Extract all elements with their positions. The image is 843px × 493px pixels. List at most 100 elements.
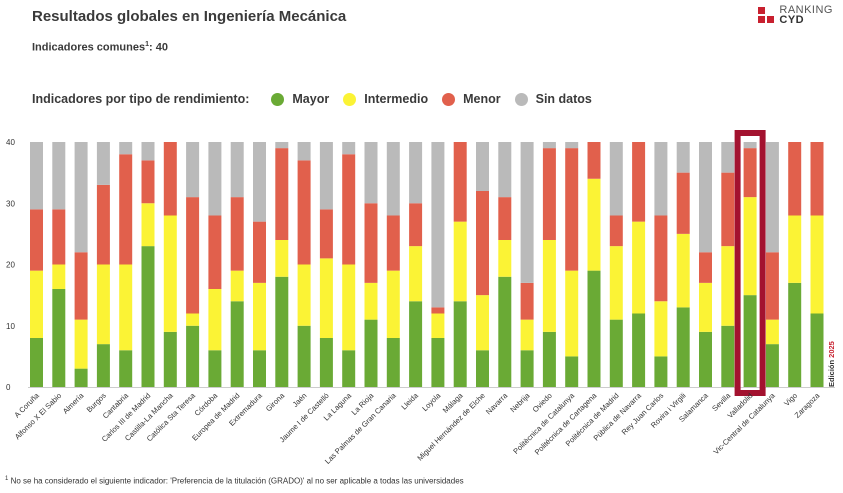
logo-line-2: CYD [779, 14, 805, 26]
legend-dot-icon [442, 92, 456, 106]
bar-segment-intermedio [654, 301, 668, 357]
bar-segment-intermedio [565, 270, 579, 357]
footnote-mark: 1 [5, 476, 9, 482]
y-tick-label: 30 [6, 199, 15, 208]
category-label: Loyola [420, 390, 443, 413]
bar-segment-sin-datos [743, 142, 757, 149]
bar-segment-menor [609, 215, 623, 247]
bar-segment-intermedio [253, 282, 266, 351]
category-label: Vigo [782, 391, 799, 408]
bar-segment-mayor [676, 307, 690, 387]
bar-segment-sin-datos [765, 142, 779, 253]
bar-segment-sin-datos [208, 142, 222, 216]
bar-segment-sin-datos [364, 142, 378, 204]
bar-segment-intermedio [230, 270, 244, 302]
bar-segment-intermedio [74, 319, 88, 369]
bar-segment-sin-datos [699, 142, 712, 253]
y-tick-label: 10 [6, 322, 15, 331]
bar-segment-intermedio [476, 295, 489, 351]
bar-segment-menor [520, 282, 534, 320]
category-label: Girona [264, 390, 287, 413]
y-tick-label: 40 [6, 138, 15, 147]
bar-segment-mayor [498, 276, 512, 387]
bar-segment-menor [96, 184, 110, 265]
bar-segment-menor [319, 209, 333, 259]
bar-segment-menor [721, 172, 735, 247]
bar-segment-menor [676, 172, 690, 234]
bar-segment-intermedio [163, 215, 177, 332]
bar-segment-sin-datos [253, 142, 266, 222]
highlight-frame [734, 130, 766, 396]
bar-segment-menor [632, 142, 646, 222]
legend-dot-icon [514, 92, 528, 106]
bar-segment-mayor [253, 350, 266, 387]
bar-segment-menor [30, 209, 43, 271]
bar-segment-mayor [654, 356, 668, 387]
category-label: Jaén [291, 391, 309, 409]
bar-segment-intermedio [587, 178, 601, 271]
bar-segment-mayor [520, 350, 534, 387]
legend-item-label: Menor [463, 92, 501, 106]
bar-segment-sin-datos [52, 142, 66, 210]
bar-segment-mayor [96, 344, 110, 387]
logo-line-1: RANKING [779, 4, 833, 16]
bar-segment-mayor [342, 350, 356, 387]
edition-label: Edición 2025 [827, 341, 836, 387]
bar-segment-menor [587, 142, 601, 179]
bar-segment-menor [342, 154, 356, 265]
bar-segment-mayor [319, 338, 333, 387]
subtitle-value: : 40 [149, 41, 168, 54]
bar-segment-sin-datos [96, 142, 110, 185]
bar-segment-mayor [275, 276, 289, 387]
bar-segment-menor [743, 148, 757, 198]
bar-segment-mayor [208, 350, 222, 387]
bar-segment-mayor [565, 356, 579, 387]
subtitle: Indicadores comunes1: 40 [32, 41, 168, 54]
bar-segment-mayor [52, 289, 66, 387]
bar-segment-intermedio [186, 313, 200, 326]
legend-item-mayor: Mayor [271, 92, 329, 106]
bar-segment-mayor [119, 350, 133, 387]
category-label: Lleida [399, 390, 420, 411]
logo-squares-icon [758, 7, 775, 23]
bar-segment-intermedio [699, 282, 712, 332]
bar-segment-sin-datos [386, 142, 400, 216]
bar-segment-intermedio [342, 264, 356, 351]
bar-segment-intermedio [96, 264, 110, 345]
bar-segment-intermedio [743, 197, 757, 296]
bar-segment-mayor [141, 246, 155, 387]
bar-segment-intermedio [609, 246, 623, 320]
bar-segment-intermedio [632, 221, 646, 314]
bar-segment-sin-datos [542, 142, 556, 149]
bar-segment-menor [654, 215, 668, 302]
bar-segment-sin-datos [721, 142, 735, 173]
bar-segment-sin-datos [431, 142, 445, 308]
bar-segment-sin-datos [74, 142, 88, 253]
bar-segment-intermedio [275, 240, 289, 277]
legend-dot-icon [271, 92, 285, 106]
bar-segment-intermedio [319, 258, 333, 338]
bar-segment-sin-datos [297, 142, 311, 161]
bar-segment-mayor [632, 313, 646, 387]
category-label: Zaragoza [793, 390, 822, 419]
bar-segment-menor [788, 142, 802, 216]
footnote: 1 No se ha considerado el siguiente indi… [5, 476, 464, 486]
bar-segment-mayor [409, 301, 423, 387]
bar-segment-mayor [788, 282, 802, 387]
bar-segment-mayor [476, 350, 489, 387]
legend-item-menor: Menor [442, 92, 501, 106]
legend: Indicadores por tipo de rendimiento: May… [32, 90, 606, 108]
bar-segment-sin-datos [520, 142, 534, 283]
bar-segment-menor [565, 148, 579, 271]
bar-segment-sin-datos [609, 142, 623, 216]
bar-segment-menor [810, 142, 824, 216]
legend-label: Indicadores por tipo de rendimiento: [32, 92, 250, 106]
y-tick-label: 0 [6, 383, 11, 392]
bar-segment-menor [275, 148, 289, 240]
bar-segment-menor [409, 203, 423, 247]
bar-segment-intermedio [141, 203, 155, 247]
subtitle-footnote-mark: 1 [145, 41, 149, 48]
bar-segment-menor [765, 252, 779, 320]
bar-segment-mayor [163, 331, 177, 387]
